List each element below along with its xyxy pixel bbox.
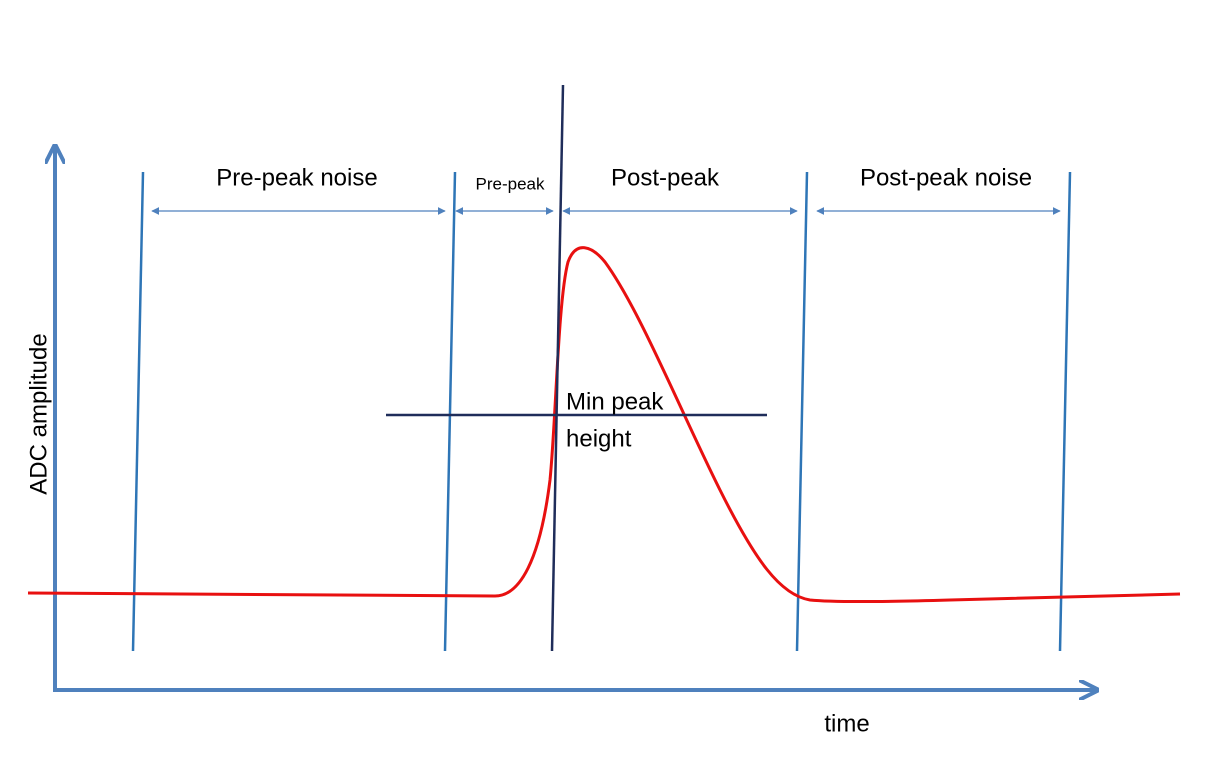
region-label: Pre-peak (476, 174, 545, 193)
signal-curve (27, 246, 1181, 603)
boundaries (131, 171, 1072, 652)
boundary-line (1058, 171, 1072, 652)
x-axis-label: time (824, 710, 869, 737)
y-axis-label: ADC amplitude (25, 333, 52, 494)
boundary-line (131, 171, 145, 652)
boundary-line (443, 171, 457, 652)
threshold-label: height (566, 425, 632, 452)
boundary-line (795, 171, 809, 652)
region-label: Pre-peak noise (216, 164, 377, 191)
peak-line (550, 84, 565, 652)
region-label: Post-peak (611, 164, 720, 191)
threshold-label: Min peak (566, 388, 664, 415)
region-label: Post-peak noise (860, 164, 1032, 191)
